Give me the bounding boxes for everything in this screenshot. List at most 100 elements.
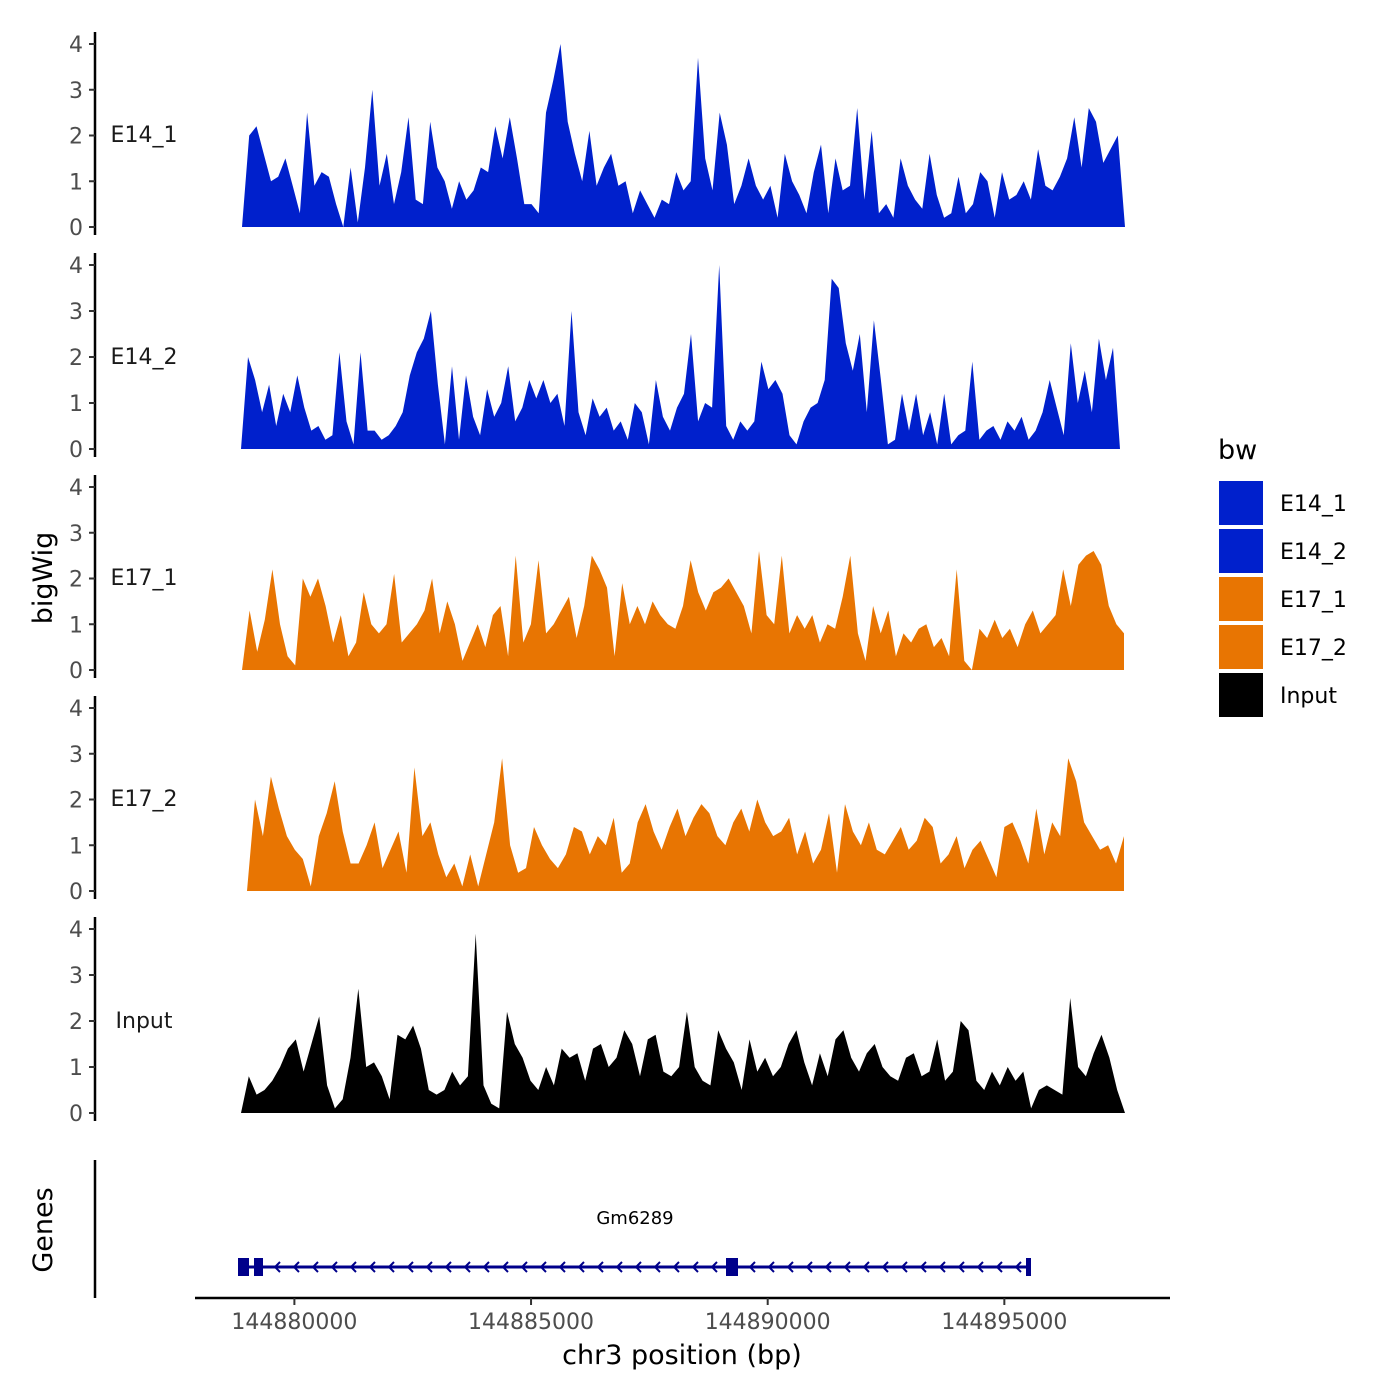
y-tick-label: 3: [69, 964, 83, 989]
strand-arrow: [387, 1261, 395, 1273]
y-tick-label: 1: [69, 1056, 83, 1081]
y-tick-label: 3: [69, 522, 83, 547]
y-tick-label: 3: [69, 79, 83, 104]
strand-arrow: [330, 1261, 338, 1273]
track-E17_2: 0 1 2 3 4 E17_2: [69, 696, 1124, 905]
y-tick-label: 0: [69, 659, 83, 684]
strand-arrow: [691, 1261, 699, 1273]
strand-arrow: [558, 1261, 566, 1273]
y-tick-label: 1: [69, 834, 83, 859]
gene-exon: [726, 1258, 738, 1276]
strand-arrow: [957, 1261, 965, 1273]
y-axis-title: bigWig: [28, 532, 59, 625]
legend: bw E14_1 E14_2 E17_1 E17_2 Input: [1218, 435, 1347, 717]
strand-arrow: [311, 1261, 319, 1273]
strand-arrow: [349, 1261, 357, 1273]
strand-arrow: [1014, 1261, 1022, 1273]
y-tick-label: 4: [69, 697, 83, 722]
strand-arrow: [672, 1261, 680, 1273]
area-E14_2: [241, 265, 1120, 449]
bigwig-tracks: 0 1 2 3 4 E14_1 0 1 2 3 4 E14_2 0 1 2 3 4 E17_1 0 1 2 3 4 E17_2…: [69, 32, 1125, 1127]
strand-arrow: [292, 1261, 300, 1273]
strand-arrow: [710, 1261, 718, 1273]
strand-arrow: [273, 1261, 281, 1273]
legend-swatch-E17_1: [1219, 577, 1263, 621]
track-label-E17_2: E17_2: [111, 787, 178, 812]
legend-label-E14_1: E14_1: [1280, 492, 1347, 517]
track-label-E14_2: E14_2: [111, 345, 178, 370]
track-label-Input: Input: [116, 1009, 173, 1034]
strand-arrow: [767, 1261, 775, 1273]
y-tick-label: 3: [69, 300, 83, 325]
y-tick-label: 0: [69, 438, 83, 463]
x-tick-label: 144880000: [231, 1310, 357, 1335]
legend-label-E17_1: E17_1: [1280, 588, 1347, 613]
y-tick-label: 0: [69, 1102, 83, 1127]
track-Input: 0 1 2 3 4 Input: [69, 917, 1125, 1127]
y-tick-label: 2: [69, 346, 83, 371]
legend-swatch-E14_1: [1219, 481, 1263, 525]
strand-arrow: [805, 1261, 813, 1273]
strand-arrow: [748, 1261, 756, 1273]
gene-exon: [254, 1258, 263, 1276]
y-tick-label: 4: [69, 918, 83, 943]
strand-arrow: [425, 1261, 433, 1273]
x-axis: 144880000 144885000 144890000 144895000: [195, 1296, 1170, 1335]
legend-label-Input: Input: [1280, 684, 1337, 709]
y-tick-label: 1: [69, 613, 83, 638]
gene-track-title: Genes: [28, 1187, 59, 1272]
strand-arrow: [995, 1261, 1003, 1273]
strand-arrow: [824, 1261, 832, 1273]
strand-arrow: [368, 1261, 376, 1273]
strand-arrow: [501, 1261, 509, 1273]
strand-arrow: [444, 1261, 452, 1273]
strand-arrow: [900, 1261, 908, 1273]
y-tick-label: 1: [69, 392, 83, 417]
area-Input: [241, 933, 1125, 1113]
x-tick-label: 144890000: [705, 1310, 831, 1335]
strand-arrow: [577, 1261, 585, 1273]
legend-title: bw: [1218, 435, 1257, 466]
legend-label-E17_2: E17_2: [1280, 636, 1347, 661]
legend-swatch-Input: [1219, 673, 1263, 717]
strand-arrow: [615, 1261, 623, 1273]
gene-exon: [1026, 1258, 1031, 1276]
strand-arrow: [482, 1261, 490, 1273]
strand-arrow: [406, 1261, 414, 1273]
y-tick-label: 0: [69, 880, 83, 905]
y-tick-label: 4: [69, 254, 83, 279]
area-E17_2: [247, 758, 1124, 891]
strand-arrow: [520, 1261, 528, 1273]
strand-arrow: [786, 1261, 794, 1273]
y-tick-label: 1: [69, 170, 83, 195]
y-tick-label: 4: [69, 476, 83, 501]
strand-arrow: [634, 1261, 642, 1273]
strand-arrow: [463, 1261, 471, 1273]
y-tick-label: 2: [69, 1010, 83, 1035]
y-tick-label: 4: [69, 33, 83, 58]
area-E17_1: [242, 551, 1124, 670]
y-tick-label: 3: [69, 743, 83, 768]
strand-arrow: [919, 1261, 927, 1273]
strand-arrow: [881, 1261, 889, 1273]
legend-swatch-E14_2: [1219, 529, 1263, 573]
x-axis-title: chr3 position (bp): [562, 1340, 802, 1371]
strand-arrow: [539, 1261, 547, 1273]
strand-arrow: [843, 1261, 851, 1273]
track-E14_2: 0 1 2 3 4 E14_2: [69, 253, 1120, 463]
area-E14_1: [242, 44, 1125, 227]
strand-arrow: [596, 1261, 604, 1273]
strand-arrow: [653, 1261, 661, 1273]
legend-swatch-E17_2: [1219, 625, 1263, 669]
track-label-E17_1: E17_1: [111, 566, 178, 591]
track-label-E14_1: E14_1: [111, 123, 178, 148]
gene-track: Genes Gm6289: [28, 1160, 1031, 1298]
y-tick-label: 2: [69, 568, 83, 593]
strand-arrow: [938, 1261, 946, 1273]
strand-arrow: [976, 1261, 984, 1273]
y-tick-label: 0: [69, 216, 83, 241]
gene-name-label: Gm6289: [596, 1208, 673, 1229]
y-tick-label: 2: [69, 789, 83, 814]
